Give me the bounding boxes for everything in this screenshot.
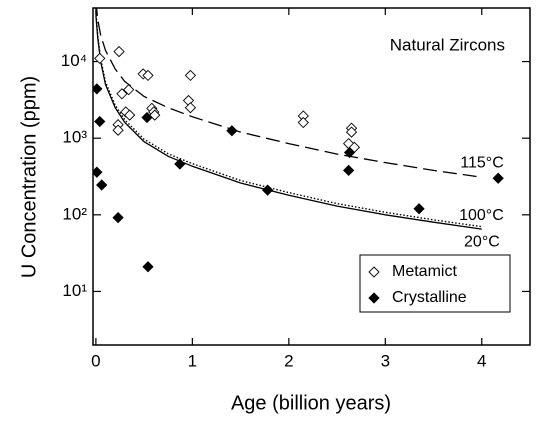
data-point <box>413 203 425 215</box>
legend-marker <box>368 292 380 304</box>
x-tick-label: 1 <box>188 351 197 370</box>
data-point <box>116 88 128 100</box>
data-point <box>345 126 358 138</box>
data-point <box>261 184 274 196</box>
x-axis-title: Age (billion years) <box>231 392 391 414</box>
data-point <box>142 261 154 273</box>
data-point <box>174 158 186 170</box>
curve <box>95 8 482 178</box>
data-point <box>184 102 197 114</box>
data-point <box>343 146 356 159</box>
x-tick-label: 4 <box>477 351 486 370</box>
data-point <box>112 211 124 224</box>
plot-frame <box>92 7 531 346</box>
data-point <box>492 172 504 184</box>
curve-label: 100°C <box>459 207 504 224</box>
data-point <box>113 45 125 58</box>
y-axis-title: U Concentration (ppm) <box>18 76 40 278</box>
curve-label: 20°C <box>464 233 500 250</box>
data-point <box>142 69 154 82</box>
y-tick-label: 10³ <box>62 128 87 147</box>
x-tick-label: 2 <box>284 351 293 370</box>
y-tick-label: 10² <box>62 204 87 223</box>
data-point <box>226 125 238 137</box>
curve <box>95 11 482 228</box>
data-point <box>123 84 135 96</box>
data-point <box>112 124 124 136</box>
plot-area <box>93 8 504 273</box>
data-point <box>93 83 103 95</box>
data-point <box>184 69 197 82</box>
curve <box>95 15 482 230</box>
x-tick-label: 3 <box>381 351 390 370</box>
legend-label: Crystalline <box>392 289 467 306</box>
data-point <box>141 111 153 124</box>
data-point <box>124 109 136 121</box>
x-tick-label: 0 <box>91 351 100 370</box>
curve-label: 115°C <box>460 154 503 171</box>
legend-label: Metamict <box>392 263 457 280</box>
data-point <box>96 179 108 191</box>
y-tick-label: 10⁴ <box>61 51 87 70</box>
data-point <box>343 164 355 177</box>
legend-box <box>359 254 511 313</box>
data-point <box>94 115 106 128</box>
legend-marker <box>368 266 380 278</box>
data-point <box>94 52 106 65</box>
data-point <box>93 166 103 178</box>
data-point <box>297 116 309 129</box>
y-tick-label: 10¹ <box>62 281 87 300</box>
annotation: Natural Zircons <box>390 35 505 54</box>
